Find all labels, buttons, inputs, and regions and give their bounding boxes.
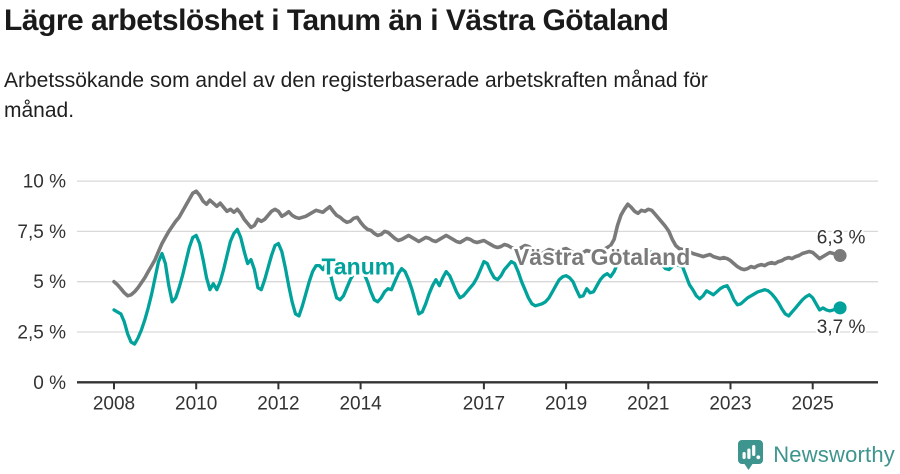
x-tick-label: 2021 — [627, 393, 669, 414]
x-tick-label: 2025 — [792, 393, 834, 414]
x-tick-label: 2023 — [709, 393, 751, 414]
x-tick-label: 2017 — [463, 393, 505, 414]
series-line-tanum — [112, 227, 842, 346]
y-tick-label: 2,5 % — [17, 323, 66, 344]
series-end-value-vastra-gotaland: 6,3 % — [817, 228, 866, 249]
series-end-dot-vastra-gotaland — [833, 249, 847, 263]
series-label-tanum: Tanum — [322, 254, 396, 280]
x-tick-label: 2010 — [175, 393, 217, 414]
brand-name: Newsworthy — [773, 442, 895, 467]
y-tick-label: 0 % — [33, 373, 66, 394]
y-tick-label: 7,5 % — [17, 222, 66, 243]
series-end-value-tanum: 3,7 % — [817, 317, 866, 338]
newsworthy-pin-bar-chart-icon — [738, 440, 764, 470]
newsworthy-logo: Newsworthy — [737, 439, 895, 471]
series-end-dot-tanum — [833, 301, 847, 315]
y-tick-label: 10 % — [23, 172, 66, 193]
x-tick-label: 2014 — [339, 393, 382, 414]
page-subtitle: Arbetssökande som andel av den registerb… — [4, 69, 708, 122]
page-title: Lägre arbetslöshet i Tanum än i Västra G… — [4, 4, 669, 37]
x-tick-label: 2012 — [257, 393, 299, 414]
x-tick-label: 2019 — [545, 393, 587, 414]
series-line-vastra-gotaland — [112, 189, 842, 298]
x-tick-label: 2008 — [93, 393, 135, 414]
y-tick-label: 5 % — [33, 272, 66, 293]
series-label-vastra-gotaland: Västra Götaland — [514, 244, 690, 270]
